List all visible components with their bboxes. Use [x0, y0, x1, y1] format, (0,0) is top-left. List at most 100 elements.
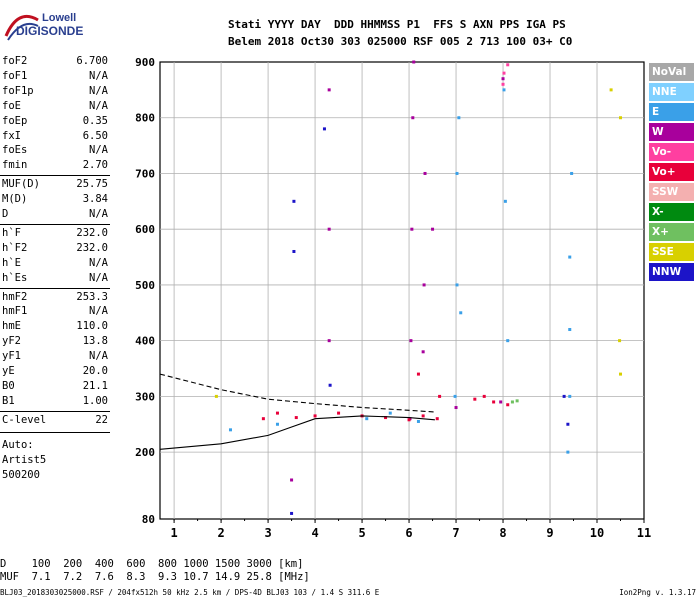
legend-item-x: X- [649, 203, 694, 221]
plot-frame [159, 61, 645, 520]
data-point [423, 171, 427, 175]
param-key: foEs [2, 144, 28, 157]
data-point [290, 511, 294, 515]
param-row: foE N/A [0, 100, 110, 114]
data-point [416, 372, 420, 376]
y-tick-label: 500 [135, 279, 155, 292]
param-separator [0, 223, 110, 225]
x-tick-label: 8 [499, 526, 506, 540]
param-row: D N/A [0, 208, 110, 222]
auto-scaling-line3: 500200 [2, 468, 40, 481]
param-row: foEs N/A [0, 144, 110, 158]
profile-line-dashed [159, 373, 435, 413]
data-point [455, 283, 459, 287]
param-key: h`F [2, 226, 21, 239]
legend-item-sse: SSE [649, 243, 694, 261]
param-value: N/A [89, 208, 108, 220]
data-point [322, 127, 326, 131]
x-tick-label: 6 [405, 526, 412, 540]
param-key: C-level [2, 413, 47, 426]
param-row: yE 20.0 [0, 365, 110, 379]
param-key: foEp [2, 114, 28, 127]
data-point [499, 400, 503, 404]
data-point [412, 60, 416, 64]
param-key: M(D) [2, 193, 28, 206]
param-value: 6.50 [82, 129, 108, 142]
param-key: hmF2 [2, 290, 28, 303]
data-point [501, 77, 505, 81]
param-row: h`F 232.0 [0, 227, 110, 241]
data-point [228, 428, 232, 432]
data-point [365, 417, 369, 421]
data-point [337, 411, 341, 415]
param-row: h`Es N/A [0, 272, 110, 286]
data-point [275, 422, 279, 426]
data-point [501, 82, 505, 86]
legend-item-nne: NNE [649, 83, 694, 101]
param-value: N/A [89, 350, 108, 363]
data-point [290, 478, 294, 482]
param-row: MUF(D) 25.75 [0, 178, 110, 192]
data-point [275, 411, 279, 415]
param-key: h`F2 [2, 241, 28, 254]
data-point [388, 411, 392, 415]
data-point [328, 383, 332, 387]
file-info: BLJ03_2018303025000.RSF / 204fx512h 50 k… [0, 588, 380, 597]
param-separator [0, 287, 110, 289]
data-point [457, 116, 461, 120]
data-point [506, 63, 510, 67]
data-point [416, 419, 420, 423]
param-separator [0, 431, 110, 433]
x-tick-label: 9 [546, 526, 553, 540]
data-point [410, 227, 414, 231]
param-value: 6.700 [76, 55, 108, 67]
param-key: yF2 [2, 335, 21, 348]
param-key: yF1 [2, 350, 21, 363]
param-row: B0 21.1 [0, 380, 110, 394]
param-value: 21.1 [82, 379, 108, 392]
param-value: N/A [89, 84, 108, 97]
data-point [568, 394, 572, 398]
data-point [409, 339, 413, 343]
param-key: B1 [2, 394, 15, 407]
header-labels: Stati YYYY DAY DDD HHMMSS P1 FFS S AXN P… [228, 18, 566, 31]
data-point [407, 418, 411, 422]
param-key: foF1p [2, 84, 34, 97]
data-point [506, 403, 510, 407]
data-point [459, 311, 463, 315]
y-tick-label: 800 [135, 112, 155, 125]
legend-item-e: E [649, 103, 694, 121]
x-tick-label: 4 [311, 526, 318, 540]
data-point [510, 400, 514, 404]
y-tick-label: 600 [135, 223, 155, 236]
param-value: 232.0 [76, 226, 108, 239]
param-key: h`Es [2, 271, 28, 284]
param-value: N/A [89, 144, 108, 157]
legend-item-nnw: NNW [649, 263, 694, 281]
param-row: B1 1.00 [0, 395, 110, 409]
param-value: N/A [89, 69, 108, 82]
param-row: C-level 22 [0, 414, 110, 428]
logo-swoosh-icon [4, 15, 39, 41]
data-point [421, 350, 425, 354]
param-value: 13.8 [82, 335, 108, 348]
auto-scaling-line1: Auto: [2, 438, 34, 451]
y-tick-label: 900 [135, 56, 155, 69]
data-point [455, 171, 459, 175]
param-key: foF1 [2, 69, 28, 82]
data-point [421, 414, 425, 418]
muf-row: MUF 7.1 7.2 7.6 8.3 9.3 10.7 14.9 25.8 [… [0, 571, 310, 583]
param-value: 2.70 [82, 159, 108, 172]
data-point [292, 199, 296, 203]
data-point [503, 199, 507, 203]
logo-line1: Lowell [42, 12, 77, 24]
param-value: 253.3 [76, 290, 108, 303]
param-value: 22 [95, 413, 108, 426]
data-point [566, 422, 570, 426]
legend-item-x: X+ [649, 223, 694, 241]
data-point [568, 328, 572, 332]
digisonde-logo: Lowell DIGISONDE [4, 12, 83, 42]
data-point [261, 417, 265, 421]
ionogram-chart: 80 200 300 400 500 600 700 800 900 1 2 3 4 5 6 7 8 9 10 11 [135, 56, 651, 540]
param-row: h`F2 232.0 [0, 242, 110, 256]
